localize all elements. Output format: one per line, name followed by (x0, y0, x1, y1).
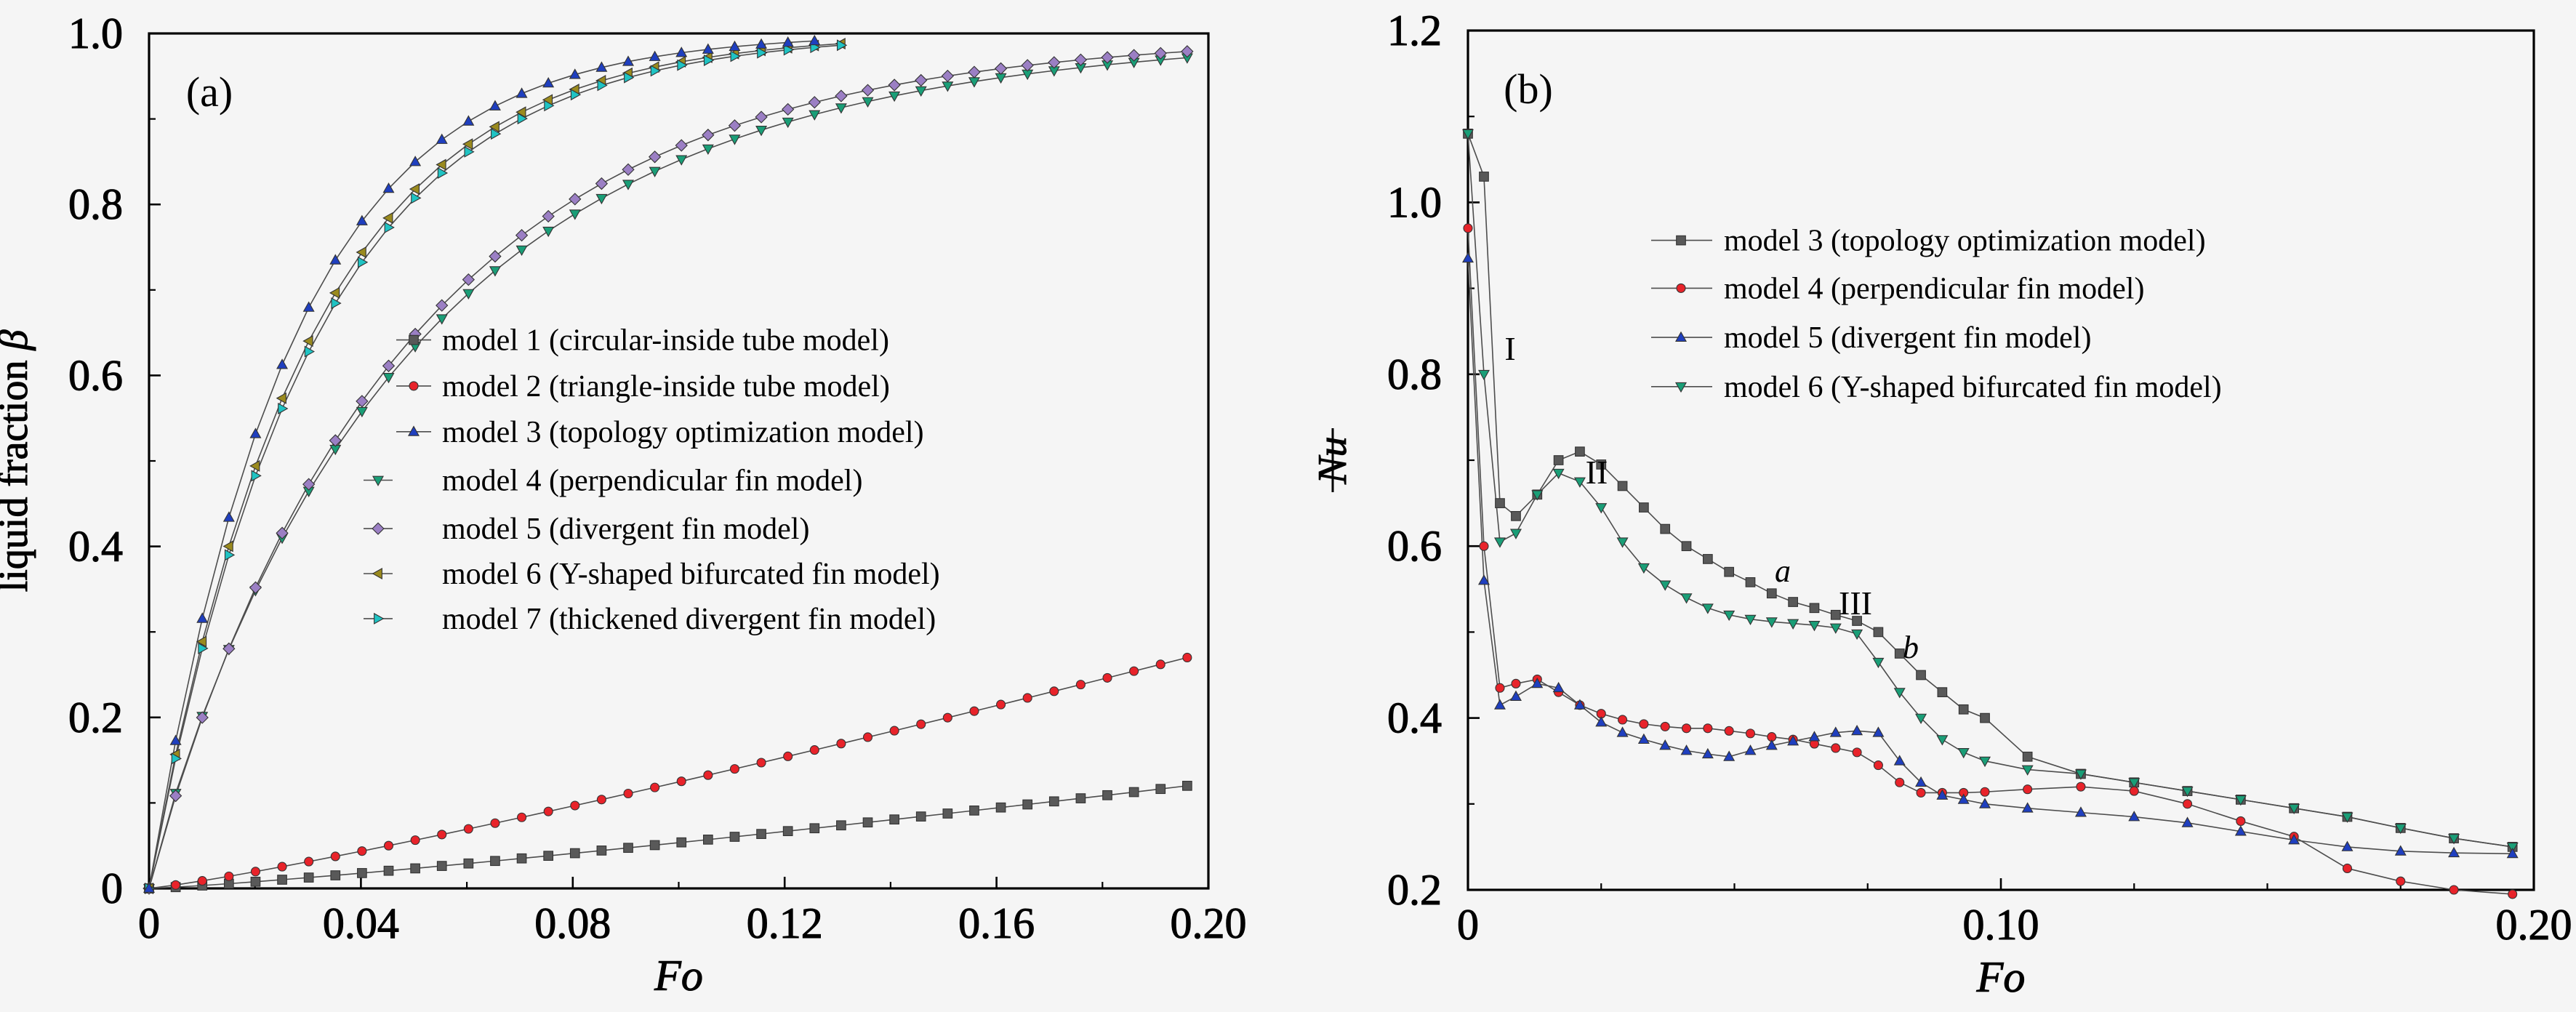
svg-text:0.2: 0.2 (68, 694, 123, 742)
svg-text:0.08: 0.08 (534, 899, 611, 947)
svg-text:liquid fraction β: liquid fraction β (0, 330, 36, 593)
svg-text:Fo: Fo (654, 952, 703, 1000)
svg-text:0.10: 0.10 (1963, 901, 2039, 949)
svg-text:0: 0 (101, 864, 123, 912)
svg-text:0: 0 (1457, 901, 1479, 949)
svg-text:model 6 (Y-shaped bifurcated f: model 6 (Y-shaped bifurcated fin model) (442, 558, 940, 591)
svg-text:model 4 (perpendicular fin mod: model 4 (perpendicular fin model) (442, 465, 862, 498)
svg-text:0.6: 0.6 (68, 351, 123, 399)
svg-text:a: a (1775, 553, 1791, 589)
svg-text:0.4: 0.4 (1387, 694, 1442, 742)
svg-text:model 4 (perpendicular fin mod: model 4 (perpendicular fin model) (1724, 272, 2144, 305)
svg-text:0.16: 0.16 (958, 899, 1035, 947)
svg-text:1.0: 1.0 (68, 9, 123, 57)
svg-text:model 1 (circular-inside tube: model 1 (circular-inside tube model) (442, 324, 889, 358)
svg-text:b: b (1903, 630, 1919, 665)
svg-text:(b): (b) (1504, 65, 1553, 113)
svg-text:model 7 (thickened divergent f: model 7 (thickened divergent fin model) (442, 603, 936, 636)
svg-text:model 3 (topology optimization: model 3 (topology optimization model) (442, 416, 924, 449)
svg-text:0.04: 0.04 (323, 899, 399, 947)
svg-text:0: 0 (138, 899, 160, 947)
svg-text:0.12: 0.12 (747, 899, 823, 947)
svg-text:model 3 (topology optimization: model 3 (topology optimization model) (1724, 225, 2206, 258)
svg-text:(a): (a) (186, 68, 233, 116)
svg-text:0.6: 0.6 (1387, 522, 1442, 570)
svg-text:Fo: Fo (1976, 953, 2026, 1001)
svg-text:0.20: 0.20 (1171, 899, 1247, 947)
svg-text:I: I (1504, 330, 1515, 367)
svg-text:0.2: 0.2 (1387, 866, 1442, 914)
svg-text:II: II (1586, 454, 1608, 491)
svg-text:0.20: 0.20 (2496, 901, 2572, 949)
svg-text:1.0: 1.0 (1387, 178, 1442, 226)
svg-text:model 5 (divergent fin model): model 5 (divergent fin model) (1724, 321, 2091, 355)
svg-text:0.8: 0.8 (1387, 350, 1442, 398)
svg-text:model 6 (Y-shaped bifurcated f: model 6 (Y-shaped bifurcated fin model) (1724, 371, 2222, 404)
svg-text:0.8: 0.8 (68, 180, 123, 228)
svg-text:model 5 (divergent fin model): model 5 (divergent fin model) (442, 513, 809, 546)
svg-text:model 2 (triangle-inside tube: model 2 (triangle-inside tube model) (442, 370, 890, 403)
svg-text:0.4: 0.4 (68, 523, 123, 571)
svg-text:1.2: 1.2 (1387, 7, 1442, 55)
svg-text:III: III (1839, 585, 1872, 622)
